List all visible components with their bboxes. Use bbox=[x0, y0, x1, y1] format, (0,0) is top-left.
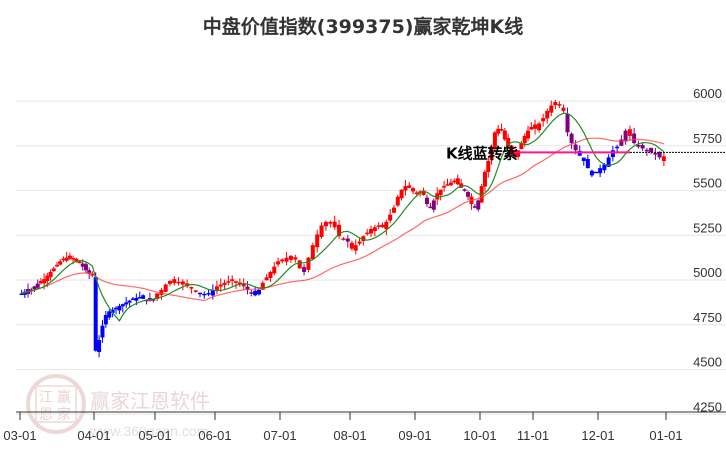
moving-averages bbox=[21, 112, 665, 322]
x-tick-label: 05-01 bbox=[138, 428, 171, 443]
y-tick-label: 6000 bbox=[693, 86, 722, 101]
x-tick-label: 09-01 bbox=[398, 428, 431, 443]
y-tick-label: 4250 bbox=[693, 399, 722, 414]
y-tick-label: 4500 bbox=[693, 355, 722, 370]
watermark-seal-icon bbox=[26, 374, 86, 434]
y-tick-label: 4750 bbox=[693, 310, 722, 325]
x-tick-label: 04-01 bbox=[77, 428, 110, 443]
x-tick-label: 08-01 bbox=[333, 428, 366, 443]
watermark-url: www.360gann.com bbox=[89, 423, 208, 439]
x-tick-label: 10-01 bbox=[463, 428, 496, 443]
x-tick-label: 06-01 bbox=[198, 428, 231, 443]
svg-text:恩: 恩 bbox=[39, 407, 53, 423]
chart-title: 中盘价值指数(399375)赢家乾坤K线 bbox=[202, 16, 524, 38]
x-tick-label: 11-01 bbox=[517, 428, 549, 443]
grid-lines bbox=[16, 100, 726, 415]
svg-text:赢: 赢 bbox=[57, 389, 71, 406]
svg-text:江: 江 bbox=[39, 390, 53, 406]
watermark-brand: 赢家江恩软件 bbox=[90, 389, 210, 413]
signal-marker: K线蓝转紫 bbox=[446, 144, 726, 162]
watermark: 江 赢 恩 家 赢家江恩软件 www.360gann.com bbox=[26, 374, 210, 439]
signal-annotation: K线蓝转紫 bbox=[446, 144, 518, 162]
x-tick-label: 03-01 bbox=[3, 428, 36, 443]
y-tick-label: 5000 bbox=[693, 265, 722, 280]
candlesticks bbox=[19, 99, 666, 358]
x-axis: 03-01 04-01 05-01 06-01 07-01 08-01 09-01 10-01… bbox=[3, 411, 726, 443]
y-axis: 6000 5750 5500 5250 5000 4750 4500 4250 bbox=[693, 86, 722, 414]
ma-long-line bbox=[21, 137, 665, 302]
x-tick-label: 01-01 bbox=[649, 428, 682, 443]
x-tick-label: 07-01 bbox=[263, 428, 296, 443]
x-tick-label: 12-01 bbox=[581, 428, 614, 443]
y-tick-label: 5750 bbox=[693, 131, 722, 146]
y-tick-label: 5500 bbox=[693, 176, 722, 191]
y-tick-label: 5250 bbox=[693, 220, 722, 235]
ma-short-line bbox=[21, 112, 665, 322]
